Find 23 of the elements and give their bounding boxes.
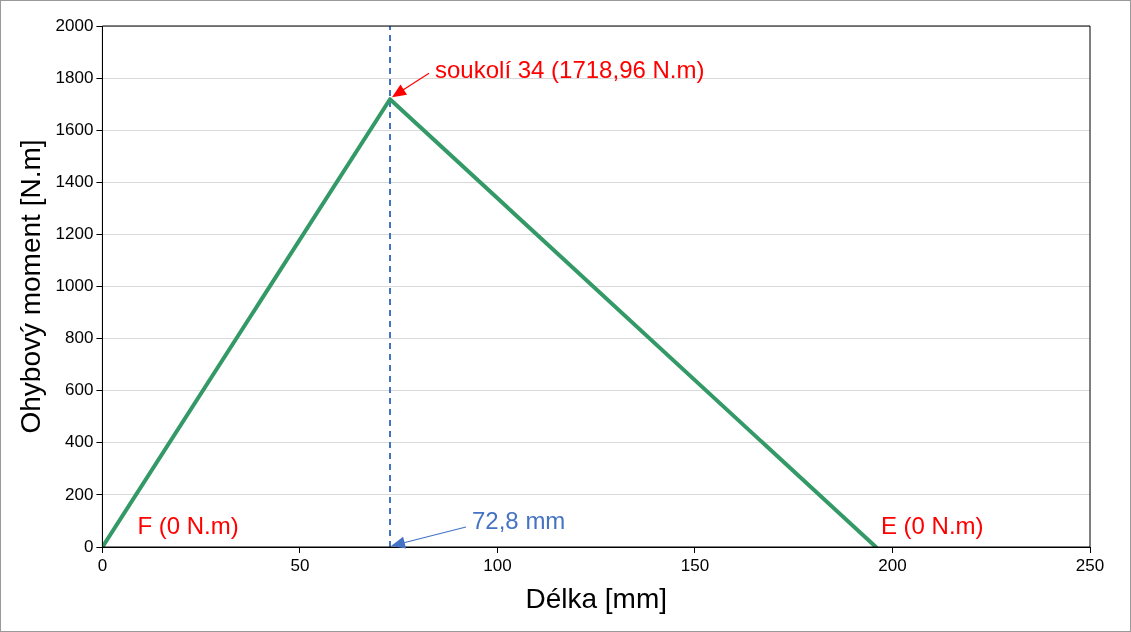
x-tick-label: 50 bbox=[290, 555, 310, 575]
y-tick-label: 400 bbox=[65, 432, 94, 452]
x-tick-label: 200 bbox=[878, 555, 907, 575]
y-tick-label: 800 bbox=[65, 328, 94, 348]
y-tick-label: 1200 bbox=[55, 224, 94, 244]
y-tick-label: 200 bbox=[65, 484, 94, 504]
annotation: soukolí 34 (1718,96 N.m) bbox=[435, 55, 705, 83]
y-tick-label: 1400 bbox=[55, 171, 94, 191]
x-axis-title: Délka [mm] bbox=[525, 582, 667, 614]
y-tick-label: 1600 bbox=[55, 119, 94, 139]
y-tick-label: 600 bbox=[65, 380, 94, 400]
x-tick-label: 150 bbox=[680, 555, 710, 575]
y-axis-title: Ohybový moment [N.m] bbox=[14, 139, 46, 434]
x-tick-label: 0 bbox=[97, 555, 108, 575]
ref-line-label: 72,8 mm bbox=[472, 506, 566, 534]
x-tick-label: 100 bbox=[483, 555, 512, 575]
y-tick-label: 0 bbox=[83, 536, 94, 556]
annotation: E (0 N.m) bbox=[880, 511, 984, 539]
x-tick-label: 250 bbox=[1075, 555, 1105, 575]
y-tick-label: 2000 bbox=[55, 15, 94, 35]
y-tick-label: 1000 bbox=[55, 276, 94, 296]
annotation: F (0 N.m) bbox=[137, 511, 239, 539]
y-tick-label: 1800 bbox=[55, 67, 94, 87]
